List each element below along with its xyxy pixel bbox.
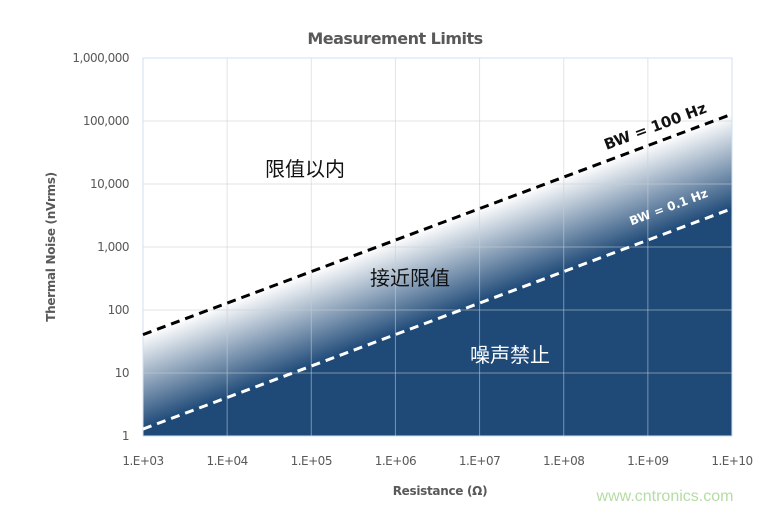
y-tick-label: 1,000,000: [72, 51, 129, 65]
y-tick-label: 10: [115, 366, 129, 380]
x-tick-label: 1.E+06: [375, 454, 416, 468]
region-noise-forbidden-fill: [143, 208, 732, 436]
x-tick-label: 1.E+04: [206, 454, 247, 468]
y-axis-label: Thermal Noise (nVrms): [44, 172, 58, 322]
x-tick-label: 1.E+05: [291, 454, 332, 468]
x-tick-label: 1.E+09: [627, 454, 668, 468]
x-tick-label: 1.E+10: [711, 454, 752, 468]
x-tick-label: 1.E+07: [459, 454, 500, 468]
y-tick-label: 1,000: [97, 240, 129, 254]
x-tick-label: 1.E+03: [122, 454, 163, 468]
y-tick-label: 10,000: [90, 177, 129, 191]
y-tick-label: 100,000: [83, 114, 129, 128]
y-tick-label: 1: [122, 429, 129, 443]
watermark: www.cntronics.com: [596, 488, 734, 505]
plot-border: [142, 57, 733, 437]
region-label-noise-forbidden: 噪声禁止: [470, 343, 550, 367]
x-axis-label: Resistance (Ω): [393, 484, 488, 498]
x-tick-label: 1.E+08: [543, 454, 584, 468]
region-label-near-limits: 接近限值: [370, 266, 450, 290]
chart-title: Measurement Limits: [307, 29, 482, 48]
region-label-within-limits: 限值以内: [265, 157, 345, 181]
y-tick-label: 100: [108, 303, 129, 317]
